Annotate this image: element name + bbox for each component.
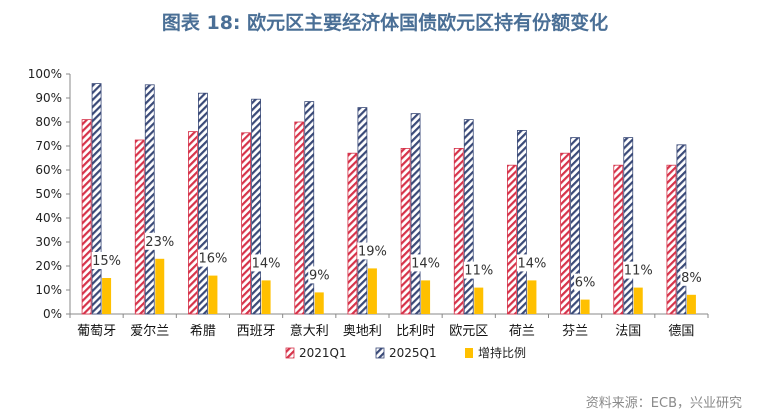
y-tick-label: 50%	[35, 187, 62, 201]
x-category-label: 比利时	[396, 324, 435, 339]
data-label: 19%	[358, 244, 387, 259]
legend-2021q1-swatch	[285, 347, 295, 359]
bar-2025q1	[517, 129, 527, 315]
bar-2021q1	[507, 164, 517, 315]
data-label: 14%	[411, 256, 440, 271]
data-label: 9%	[309, 268, 330, 283]
bar-increase	[580, 299, 590, 314]
x-category-label: 希腊	[190, 324, 216, 339]
bar-2021q1	[347, 152, 358, 315]
legend-increase-label: 增持比例	[478, 345, 526, 360]
y-tick-label: 30%	[35, 235, 62, 249]
bar-increase	[208, 275, 218, 314]
x-category-label: 奥地利	[343, 324, 382, 339]
bar-2025q1	[91, 83, 102, 315]
data-label-bg	[197, 249, 228, 267]
bar-increase	[367, 268, 377, 314]
legend-2025q1-label: 2025Q1	[389, 346, 437, 360]
data-label-bg	[680, 268, 703, 286]
bar-2025q1	[676, 144, 687, 315]
y-tick-label: 40%	[35, 211, 62, 225]
x-category-label: 芬兰	[562, 324, 588, 339]
bar-2025q1	[623, 137, 634, 315]
data-label-bg	[516, 254, 547, 272]
bar-2025q1	[357, 107, 368, 315]
bar-increase	[527, 280, 537, 314]
legend-2025q1-swatch	[375, 347, 385, 359]
bar-2025q1	[251, 98, 261, 315]
bar-increase	[474, 287, 484, 314]
y-tick-label: 10%	[35, 283, 62, 297]
data-label: 8%	[681, 271, 702, 286]
data-label: 6%	[575, 276, 596, 291]
data-label-bg	[463, 261, 494, 279]
chart-title: 图表 18: 欧元区主要经济体国债欧元区持有份额变化	[161, 12, 609, 34]
data-label-bg	[357, 242, 388, 260]
y-tick-label: 100%	[28, 67, 62, 81]
y-tick-label: 80%	[35, 115, 62, 129]
data-label: 14%	[517, 256, 546, 271]
x-category-label: 欧元区	[449, 324, 488, 339]
bar-2021q1	[613, 164, 624, 315]
data-label-bg	[251, 254, 282, 272]
data-label-bg	[308, 266, 331, 284]
data-label: 16%	[198, 252, 227, 267]
bar-2025q1	[304, 101, 315, 315]
data-label: 23%	[145, 235, 174, 250]
bar-2021q1	[188, 131, 198, 315]
bar-increase	[421, 280, 431, 314]
bar-increase	[686, 294, 696, 314]
data-label-bg	[410, 254, 441, 272]
data-label: 15%	[92, 254, 121, 269]
bar-increase	[261, 280, 271, 314]
x-category-label: 葡萄牙	[77, 324, 116, 339]
data-label-bg	[623, 261, 654, 279]
y-tick-label: 70%	[35, 139, 62, 153]
bar-2021q1	[400, 147, 411, 315]
bar-2021q1	[134, 139, 145, 315]
bar-2025q1	[463, 119, 474, 315]
bar-2025q1	[144, 84, 155, 315]
data-label: 11%	[624, 264, 653, 279]
data-label-bg	[91, 252, 122, 269]
x-category-label: 荷兰	[509, 324, 535, 339]
y-tick-label: 20%	[35, 259, 62, 273]
data-label: 14%	[252, 256, 281, 271]
source-note: 资料来源：ECB，兴业研究	[585, 396, 742, 411]
bar-increase	[314, 292, 324, 314]
legend-2021q1-label: 2021Q1	[299, 346, 347, 360]
bar-2021q1	[453, 147, 464, 315]
x-category-label: 西班牙	[237, 324, 276, 339]
bar-increase	[102, 278, 112, 314]
bar-increase	[155, 258, 165, 314]
x-category-label: 意大利	[290, 323, 329, 339]
data-label: 11%	[464, 264, 493, 279]
x-category-label: 爱尔兰	[130, 324, 169, 339]
bar-2025q1	[570, 137, 580, 315]
bar-2021q1	[666, 164, 677, 315]
bar-2021q1	[294, 121, 305, 315]
y-tick-label: 0%	[43, 307, 62, 321]
legend-increase-swatch	[465, 348, 473, 358]
bar-2025q1	[410, 113, 421, 315]
bar-2025q1	[198, 92, 208, 315]
bar-2021q1	[560, 152, 570, 315]
x-category-label: 法国	[615, 324, 641, 339]
y-tick-label: 90%	[35, 91, 62, 105]
y-tick-label: 60%	[35, 163, 62, 177]
bar-increase	[633, 287, 643, 314]
data-label-bg	[574, 273, 597, 291]
x-category-label: 德国	[668, 324, 694, 339]
bar-2021q1	[241, 132, 251, 315]
data-label-bg	[144, 232, 175, 250]
bar-2021q1	[81, 119, 92, 315]
